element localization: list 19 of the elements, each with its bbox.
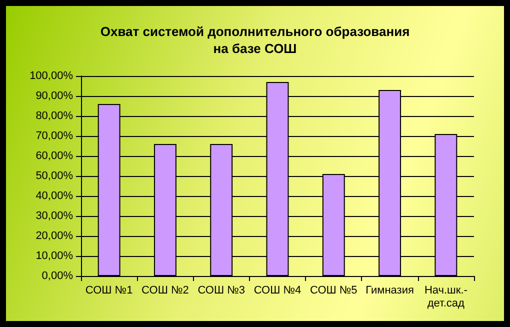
x-tick-label: СОШ №4 (254, 284, 302, 296)
x-tick-label: Гимназия (366, 284, 414, 296)
y-tick-label: 80,00% (36, 110, 74, 122)
y-tick-label: 100,00% (30, 70, 74, 82)
x-tick-label: СОШ №2 (142, 284, 189, 296)
x-tick-label: СОШ №5 (310, 284, 358, 296)
x-tick-label: СОШ №1 (85, 284, 133, 296)
y-tick-label: 90,00% (36, 90, 74, 102)
chart-title: Охват системой дополнительного образования на базе СОШ (100, 24, 410, 56)
y-tick-label: 30,00% (36, 210, 74, 222)
y-tick-label: 20,00% (36, 230, 74, 242)
y-tick-label: 60,00% (36, 150, 74, 162)
y-tick-label: 50,00% (36, 170, 74, 182)
y-tick-label: 0,00% (42, 270, 74, 282)
y-tick-label: 40,00% (36, 190, 74, 202)
y-tick-label: 70,00% (36, 130, 74, 142)
y-tick-label: 10,00% (36, 250, 74, 262)
x-tick-label: Нач.шк.- дет.сад (424, 284, 468, 310)
x-tick-label: СОШ №3 (198, 284, 246, 296)
